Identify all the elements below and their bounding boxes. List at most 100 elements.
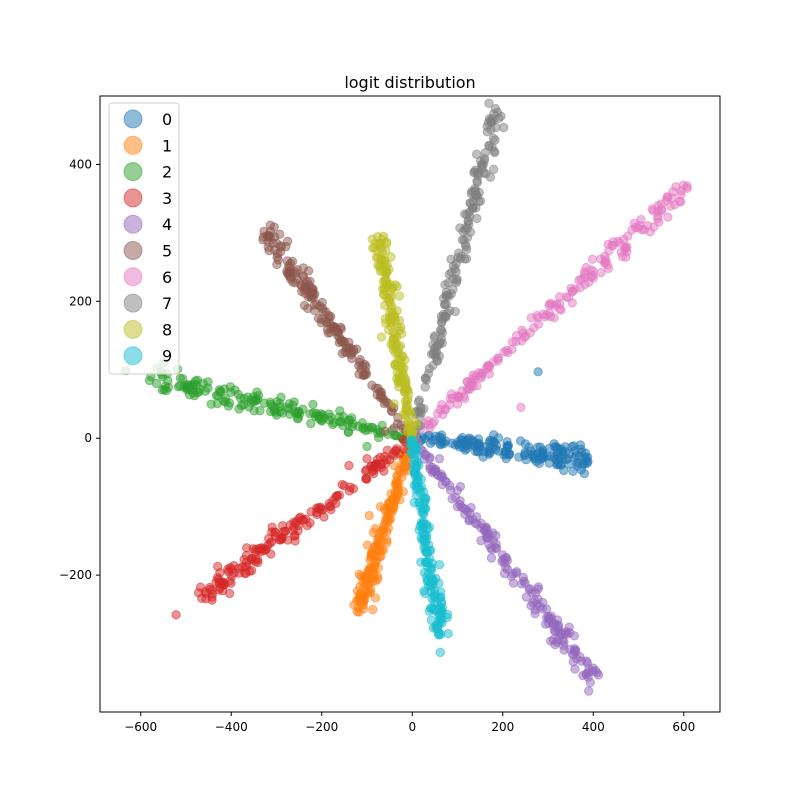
data-point	[430, 331, 440, 341]
legend-marker	[123, 241, 143, 260]
data-point	[362, 454, 372, 464]
data-point	[380, 426, 390, 437]
series-7	[407, 98, 509, 441]
data-point	[213, 574, 224, 584]
data-point	[483, 447, 493, 457]
legend-label: 3	[162, 189, 172, 208]
data-point	[337, 420, 348, 431]
data-point	[387, 406, 397, 417]
data-point	[653, 211, 663, 221]
data-point	[161, 385, 172, 396]
data-point	[537, 448, 548, 458]
data-point	[653, 200, 663, 211]
data-point	[453, 439, 463, 450]
data-point	[212, 398, 223, 409]
data-point	[219, 579, 229, 590]
data-point	[394, 448, 405, 459]
data-point	[289, 531, 300, 541]
data-point	[223, 567, 234, 577]
series-4	[409, 436, 604, 696]
data-point	[348, 347, 359, 357]
data-point	[403, 425, 413, 435]
data-point	[452, 399, 463, 409]
data-point	[420, 373, 431, 383]
legend: 0 1 2 3 4 5 6 7 8 9	[108, 102, 180, 375]
data-point	[560, 442, 570, 452]
data-point	[316, 314, 327, 324]
data-point	[390, 330, 400, 340]
data-point	[484, 437, 495, 448]
data-point	[284, 270, 294, 281]
data-point	[237, 562, 247, 572]
data-point	[436, 325, 447, 336]
data-point	[441, 299, 452, 309]
data-point	[545, 298, 555, 309]
data-point	[538, 597, 548, 608]
data-point	[375, 501, 386, 512]
data-point	[437, 400, 447, 410]
data-point	[452, 275, 462, 286]
data-point	[378, 231, 389, 242]
data-point	[429, 416, 439, 427]
data-point	[233, 389, 244, 400]
legend-marker	[123, 267, 143, 287]
data-point	[306, 507, 316, 517]
data-point	[325, 318, 335, 329]
data-point	[564, 628, 575, 638]
data-point	[358, 370, 369, 381]
data-point	[486, 543, 496, 553]
data-point	[272, 259, 282, 270]
data-point	[461, 222, 471, 233]
data-point	[308, 399, 318, 410]
data-point	[360, 425, 371, 436]
legend-label: 6	[162, 268, 172, 287]
series-8	[367, 231, 422, 443]
legend-label: 5	[162, 242, 172, 261]
data-point	[455, 481, 466, 492]
chart-title: logit distribution	[344, 73, 475, 92]
data-point	[394, 478, 404, 489]
data-point	[530, 605, 540, 615]
data-point	[490, 147, 500, 158]
x-tick-label: −400	[215, 720, 248, 734]
data-point	[420, 449, 430, 460]
data-point	[360, 580, 370, 591]
data-point	[483, 117, 494, 128]
data-point	[375, 392, 385, 403]
y-tick-label: 0	[84, 431, 92, 445]
data-point	[441, 436, 451, 446]
data-point	[422, 547, 432, 557]
data-point	[541, 612, 552, 623]
data-point	[292, 516, 302, 526]
data-point	[524, 584, 534, 595]
points-layer	[121, 98, 692, 696]
legend-label: 4	[162, 215, 172, 234]
legend-marker	[123, 214, 143, 234]
data-point	[596, 268, 606, 278]
data-point	[521, 455, 531, 465]
data-point	[434, 630, 444, 640]
data-point	[490, 103, 501, 114]
data-point	[501, 552, 511, 563]
data-point	[520, 578, 530, 588]
legend-marker	[123, 109, 143, 129]
legend-marker	[123, 135, 143, 155]
data-point	[575, 652, 585, 662]
data-point	[324, 415, 335, 425]
legend-label: 0	[162, 110, 172, 129]
data-point	[189, 390, 200, 401]
data-point	[446, 289, 457, 299]
data-point	[393, 361, 403, 371]
data-point	[553, 454, 563, 464]
data-point	[373, 432, 384, 443]
data-point	[224, 588, 235, 599]
data-point	[306, 418, 316, 429]
data-point	[407, 437, 418, 448]
data-point	[451, 267, 461, 277]
data-point	[420, 539, 430, 549]
data-point	[264, 533, 274, 544]
data-point	[409, 497, 420, 508]
data-point	[362, 474, 372, 484]
data-point	[579, 267, 590, 277]
data-point	[427, 574, 437, 585]
